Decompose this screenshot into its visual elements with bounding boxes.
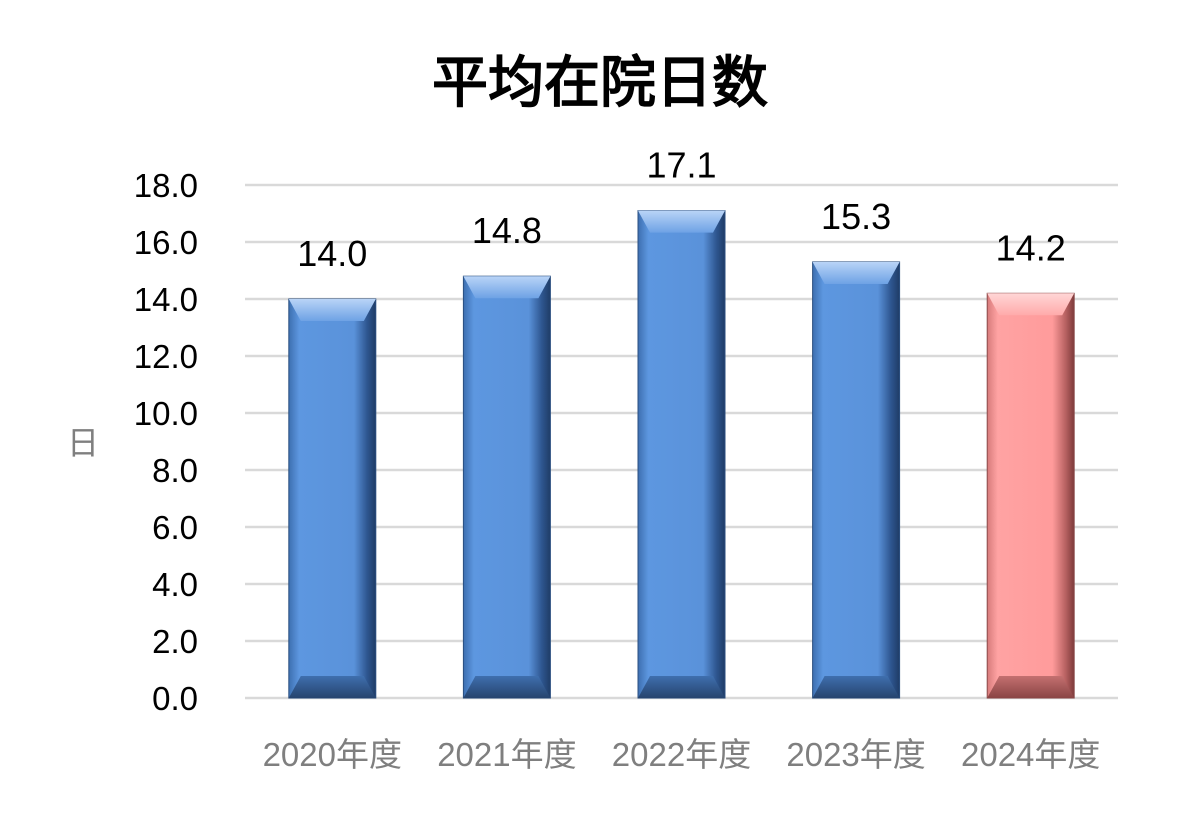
bar-body: [812, 261, 901, 699]
data-label: 14.2: [996, 227, 1066, 268]
bar-bottom-bevel: [987, 676, 1075, 698]
y-tick-label: 14.0: [134, 281, 198, 318]
bar: [288, 298, 377, 699]
bar-bottom-bevel: [638, 676, 725, 698]
bar-body: [288, 298, 377, 699]
y-tick-label: 10.0: [134, 395, 198, 432]
bar-top-bevel: [812, 261, 900, 284]
bar-bottom-bevel: [288, 676, 376, 698]
bar-bottom-bevel: [812, 676, 900, 698]
bar: [986, 292, 1075, 699]
bar-bottom-bevel: [463, 676, 551, 698]
bar-body: [637, 210, 726, 699]
data-label: 14.0: [297, 233, 367, 274]
bar: [812, 261, 901, 699]
bar-top-bevel: [463, 276, 551, 299]
y-tick-label: 6.0: [152, 509, 198, 546]
y-tick-label: 0.0: [152, 680, 198, 717]
data-label: 17.1: [646, 145, 716, 186]
y-axis-label: 日: [66, 424, 99, 462]
bar-top-bevel: [987, 293, 1075, 316]
bar: [637, 210, 726, 699]
bar-top-bevel: [288, 299, 376, 321]
x-category-label: 2024年度: [961, 736, 1100, 773]
bar-body: [986, 292, 1075, 699]
y-tick-label: 16.0: [134, 224, 198, 261]
x-category-label: 2023年度: [786, 736, 925, 773]
chart-title: 平均在院日数: [432, 51, 768, 116]
y-tick-label: 12.0: [134, 338, 198, 375]
x-category-label: 2021年度: [437, 736, 576, 773]
data-label: 14.8: [472, 210, 542, 251]
y-tick-label: 18.0: [134, 167, 198, 204]
y-tick-label: 4.0: [152, 566, 198, 603]
x-category-label: 2020年度: [263, 736, 402, 773]
bar-top-bevel: [638, 210, 725, 233]
data-label: 15.3: [821, 196, 891, 237]
y-tick-label: 8.0: [152, 452, 198, 489]
bar-body: [462, 275, 551, 699]
x-category-label: 2022年度: [612, 736, 751, 773]
bar: [462, 275, 551, 699]
y-tick-label: 2.0: [152, 623, 198, 660]
